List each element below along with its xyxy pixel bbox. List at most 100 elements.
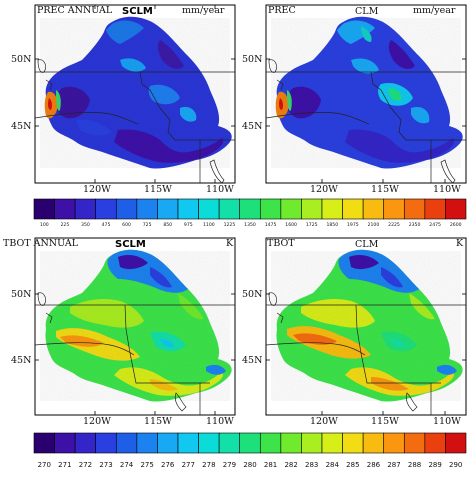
colorbar-cell (403, 198, 426, 220)
colorbar-label: 277 (182, 461, 195, 469)
lat-tick-label: 50N (242, 289, 262, 300)
colorbar-cell (95, 432, 117, 454)
colorbar-cell (218, 432, 241, 454)
lon-tick-label: 115W (371, 184, 399, 195)
colorbar-prec: 100 225 350 475 600 725 850 975 1100 1225 1350 1475… (33, 198, 467, 228)
lat-tick-label: 45N (11, 355, 31, 366)
colorbar-label: 1225 (224, 222, 236, 228)
colorbar-label: 725 (143, 222, 152, 228)
lat-tick-label: 50N (242, 54, 262, 65)
colorbar-cell (177, 198, 199, 220)
colorbar-label: 600 (122, 222, 131, 228)
colorbar-cell (424, 432, 446, 454)
colorbar-labels: 270 271 272 273 274 275 276 277 278 279 280 281 282 2… (38, 461, 463, 469)
tick-marks (35, 5, 235, 183)
colorbar-cell (321, 432, 343, 454)
panel-title: TBOT (267, 238, 295, 249)
colorbar-cell (74, 432, 97, 454)
colorbar-cell (280, 198, 302, 220)
colorbar-cell (95, 198, 117, 220)
colorbar-cell (259, 432, 282, 454)
lon-tick-label: 120W (310, 416, 338, 427)
colorbar-label: 225 (60, 222, 69, 228)
colorbar-label: 280 (243, 461, 256, 469)
colorbar-label: 2475 (429, 222, 441, 228)
lon-tick-label: 120W (310, 184, 338, 195)
colorbar-cell (115, 432, 138, 454)
colorbar-label: 286 (367, 461, 381, 469)
colorbar-cell (136, 432, 158, 454)
tick-marks (266, 58, 466, 183)
colorbar-label: 282 (284, 461, 297, 469)
colorbar-cell (33, 198, 55, 220)
colorbar-label: 285 (346, 461, 359, 469)
panel-title: TBOT ANNUAL (3, 238, 79, 249)
colorbar-label: 2100 (368, 222, 380, 228)
colorbar-label: 100 (40, 222, 49, 228)
colorbar-cell (383, 432, 405, 454)
panel-title: PREC ANNUAL (37, 5, 113, 16)
colorbar-label: 2350 (409, 222, 421, 228)
colorbar-cell (424, 198, 446, 220)
colorbar-label: 271 (58, 461, 71, 469)
colorbar-cell (301, 432, 323, 454)
colorbar-cells (33, 198, 467, 220)
colorbar-cell (403, 432, 426, 454)
colorbar-cell (33, 432, 55, 454)
colorbar-cell (445, 198, 467, 220)
colorbar-label: 281 (264, 461, 277, 469)
political-borders (265, 292, 466, 415)
colorbar-cell (218, 198, 241, 220)
colorbar-cell (157, 432, 179, 454)
lon-tick-label: 120W (83, 184, 111, 195)
colorbar-cell (301, 198, 323, 220)
lat-tick-label: 50N (11, 54, 31, 65)
political-borders (265, 59, 466, 184)
colorbar-cell (362, 432, 385, 454)
colorbar-label: 2225 (388, 222, 400, 228)
colorbar-labels: 100 225 350 475 600 725 850 975 1100 1225 1350 1475… (40, 222, 462, 228)
model-label: CLM (355, 239, 379, 250)
colorbar-label: 284 (326, 461, 340, 469)
colorbar-cell (445, 432, 467, 454)
lon-tick-label: 115W (144, 184, 172, 195)
colorbar-cell (321, 198, 343, 220)
map-field (271, 249, 463, 402)
panel-title: PREC (268, 5, 296, 16)
lon-tick-label: 110W (206, 416, 234, 427)
colorbar-label: 475 (102, 222, 111, 228)
colorbar-tbot: 270 271 272 273 274 275 276 277 278 279 280 281 282 2… (33, 432, 467, 469)
colorbar-label: 350 (81, 222, 90, 228)
colorbar-label: 850 (163, 222, 172, 228)
colorbar-cell (239, 432, 261, 454)
lon-tick-label: 115W (371, 416, 399, 427)
colorbar-label: 278 (202, 461, 215, 469)
colorbar-label: 276 (161, 461, 175, 469)
lat-tick-label: 45N (11, 121, 31, 132)
colorbar-cell (198, 432, 220, 454)
tick-marks (266, 293, 466, 415)
colorbar-cell (54, 432, 76, 454)
colorbar-cell (74, 198, 97, 220)
colorbar-label: 1600 (285, 222, 297, 228)
colorbar-label: 1850 (326, 222, 338, 228)
model-label: SCLM (122, 6, 153, 17)
political-borders (34, 59, 235, 183)
lon-tick-label: 120W (83, 416, 111, 427)
lon-tick-label: 110W (433, 416, 461, 427)
colorbar-label: 283 (305, 461, 318, 469)
colorbar-cell (115, 198, 138, 220)
colorbar-label: 289 (428, 461, 441, 469)
colorbar-cell (342, 432, 364, 454)
colorbar-cell (157, 198, 179, 220)
lat-tick-label: 50N (11, 289, 31, 300)
colorbar-cell (383, 198, 405, 220)
colorbar-label: 290 (449, 461, 462, 469)
panel-prec-sclm: PREC ANNUAL SCLM mm/year 50N (11, 4, 236, 195)
colorbar-cell (280, 432, 302, 454)
lon-tick-label: 115W (144, 416, 172, 427)
map-mask-corner (209, 159, 225, 184)
units-label: K (456, 238, 464, 249)
model-label: SCLM (115, 239, 146, 250)
